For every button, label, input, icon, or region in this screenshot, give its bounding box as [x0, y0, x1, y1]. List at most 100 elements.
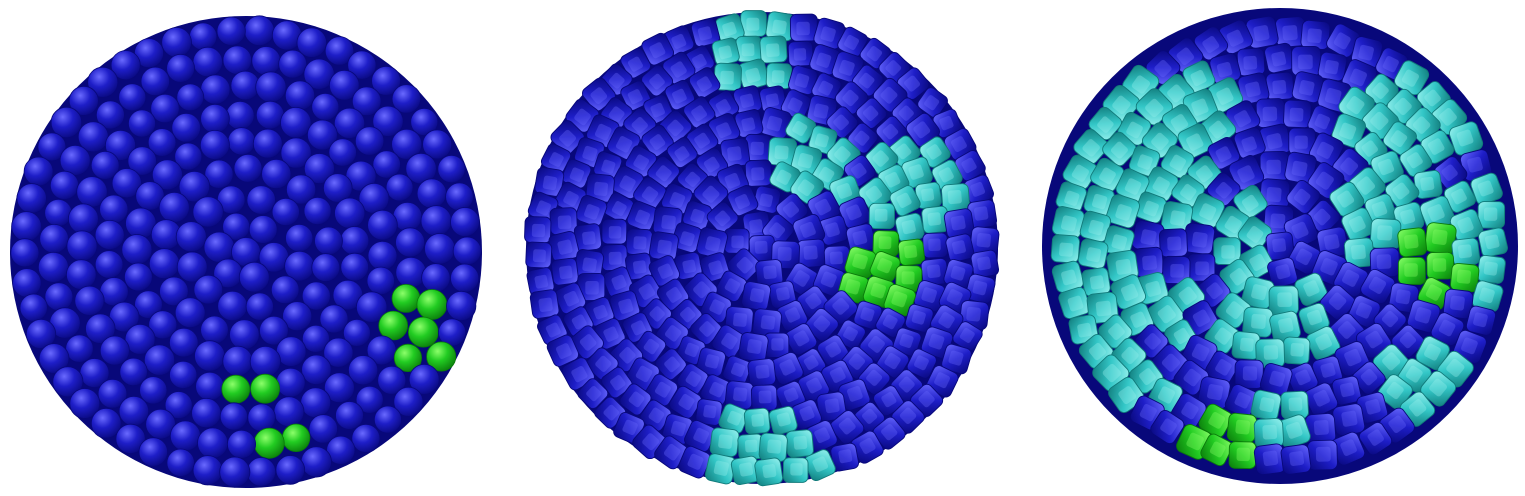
particle-blue — [706, 201, 739, 234]
particle-blue — [66, 230, 98, 262]
particle-blue — [68, 203, 99, 235]
particle-blue — [230, 70, 261, 101]
particle-cyan — [1280, 390, 1309, 420]
particle-blue — [696, 227, 728, 259]
particle-cyan — [1298, 302, 1330, 335]
particle-cyan — [1448, 121, 1484, 156]
particle-blue — [722, 355, 752, 385]
particle-green — [250, 373, 281, 404]
particle-cyan — [1106, 250, 1139, 283]
particle-blue — [696, 347, 726, 377]
particle-blue — [1182, 222, 1216, 255]
particle-blue — [573, 223, 603, 252]
particle-blue — [278, 49, 308, 79]
particle-blue — [1286, 179, 1321, 214]
particle-blue — [261, 158, 292, 190]
particle-blue — [199, 130, 230, 161]
cube-particle-aggregate-mixed — [524, 10, 1000, 487]
particle-blue — [850, 430, 884, 464]
particle-blue — [748, 234, 776, 262]
particle-cyan — [1090, 157, 1125, 192]
particle-green — [1426, 251, 1455, 280]
particle-blue — [19, 293, 48, 322]
particle-cyan — [921, 205, 950, 234]
particle-blue — [391, 84, 422, 114]
particle-blue — [275, 367, 306, 398]
particle-blue — [49, 170, 80, 200]
particle-blue — [876, 345, 910, 379]
particle-blue — [416, 178, 447, 209]
particle-cyan — [1115, 168, 1150, 203]
particle-blue — [853, 300, 883, 330]
particle-blue — [118, 83, 147, 112]
particle-blue — [105, 129, 137, 161]
particle-green — [253, 427, 285, 459]
particle-blue — [649, 231, 679, 262]
particle-blue — [347, 50, 377, 80]
particle-blue — [1391, 324, 1425, 359]
particle-blue — [838, 196, 872, 230]
particle-blue — [855, 97, 888, 129]
particle-blue — [932, 108, 962, 139]
particle-blue — [601, 218, 628, 245]
particle-cyan — [1399, 144, 1433, 177]
particle-blue — [347, 355, 379, 386]
particle-blue — [248, 215, 278, 244]
particle-blue — [744, 133, 772, 162]
particle-blue — [50, 106, 83, 139]
particle-blue — [641, 32, 675, 66]
particle-blue — [775, 193, 809, 227]
particle-cyan — [1105, 194, 1140, 229]
particle-cyan — [730, 455, 761, 485]
particle-cyan — [754, 457, 784, 487]
particle-blue — [776, 300, 808, 332]
particle-blue — [119, 357, 148, 387]
particle-blue — [671, 222, 703, 254]
particle-blue — [311, 253, 341, 283]
particle-blue — [219, 402, 248, 431]
particle-blue — [759, 107, 792, 139]
particle-blue — [147, 128, 177, 157]
particle-blue — [1197, 376, 1231, 410]
particle-blue — [526, 267, 555, 296]
particle-blue — [906, 348, 937, 379]
particle-blue — [373, 405, 402, 434]
particle-blue — [323, 372, 355, 404]
particle-blue — [1459, 149, 1493, 182]
particle-blue — [192, 196, 224, 228]
particle-blue — [311, 92, 340, 121]
particle-blue — [422, 129, 453, 160]
particle-blue — [1259, 178, 1291, 210]
particle-blue — [1151, 344, 1189, 382]
particle-green — [393, 343, 422, 372]
particle-blue — [323, 337, 354, 368]
particle-blue — [732, 85, 763, 115]
particle-blue — [306, 119, 338, 151]
particle-blue — [550, 120, 585, 155]
particle-blue — [1159, 228, 1188, 258]
particle-blue — [44, 282, 74, 312]
particle-blue — [195, 371, 225, 401]
particle-blue — [1236, 47, 1266, 77]
particle-cyan — [1102, 131, 1137, 167]
particle-blue — [1264, 42, 1295, 74]
particle-blue — [139, 376, 168, 405]
particle-blue — [922, 232, 949, 259]
particle-blue — [648, 255, 681, 287]
particle-cyan — [1051, 206, 1085, 239]
particle-blue — [917, 87, 948, 118]
particle-cyan — [758, 432, 788, 462]
particle-blue — [1193, 26, 1229, 61]
particle-green — [883, 283, 916, 317]
particle-blue — [1331, 375, 1362, 406]
particle-blue — [322, 173, 353, 203]
particle-blue — [335, 401, 364, 430]
particle-blue — [99, 335, 130, 366]
particle-green — [895, 265, 923, 293]
particle-blue — [639, 399, 672, 432]
particle-cyan — [1478, 227, 1508, 258]
particle-cyan — [858, 177, 892, 211]
particle-cyan — [1282, 336, 1311, 365]
particle-blue — [16, 183, 47, 214]
particle-blue — [548, 230, 580, 263]
